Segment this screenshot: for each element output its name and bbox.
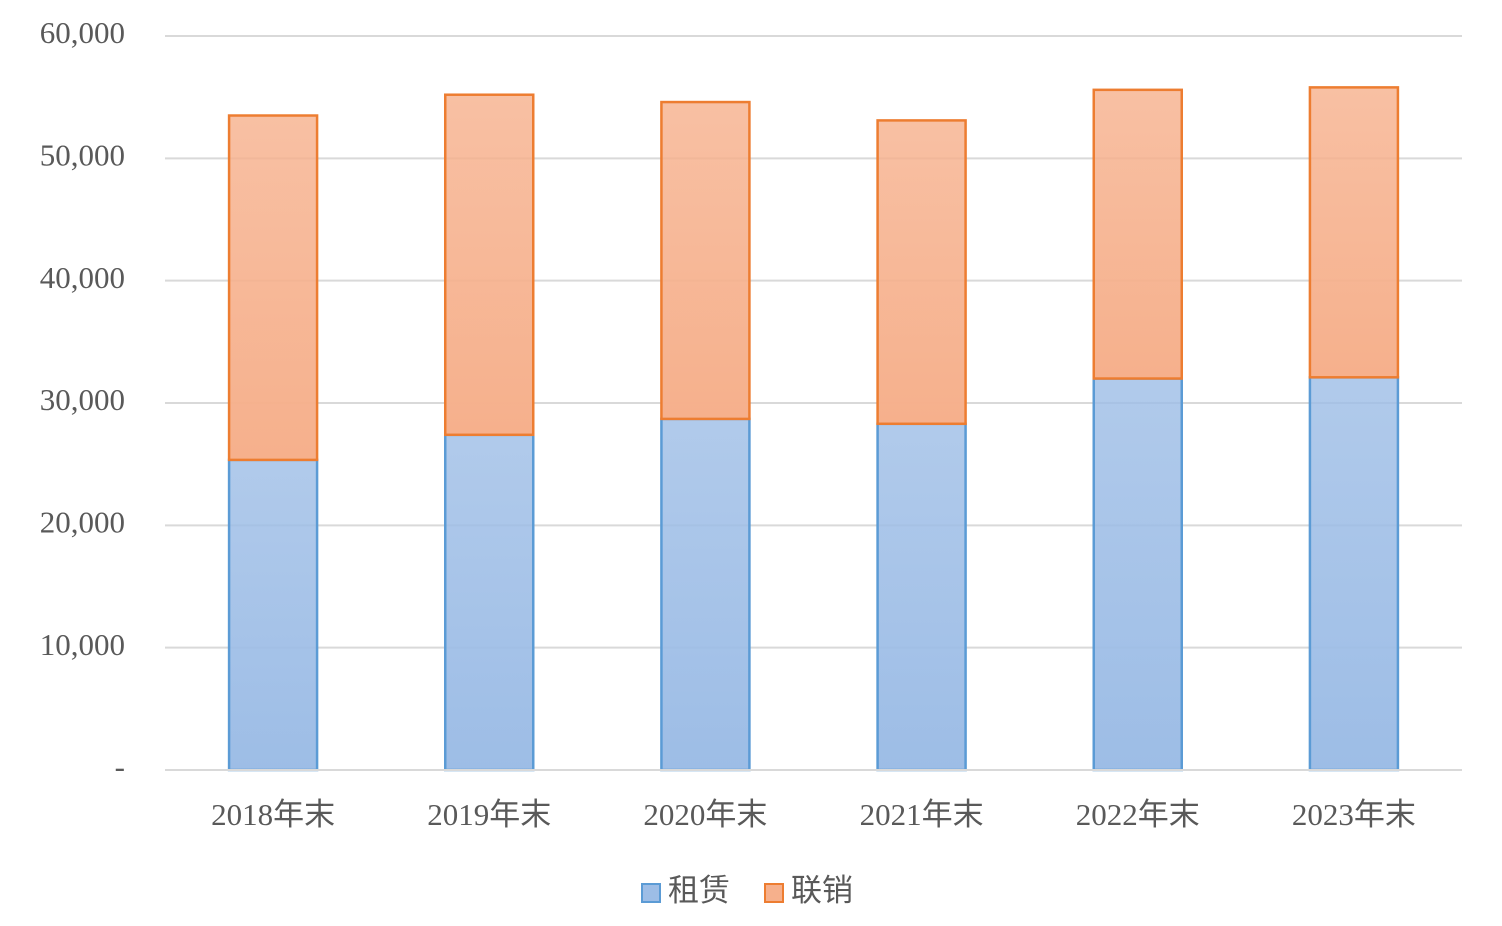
bar-segment: [444, 433, 535, 772]
y-tick-label: 60,000: [40, 15, 125, 50]
x-tick-label: 2018年末: [211, 797, 335, 832]
x-tick-label: 2021年末: [860, 797, 984, 832]
y-tick-label: 50,000: [40, 137, 125, 172]
x-tick-label: 2023年末: [1292, 797, 1416, 832]
legend-swatch: [764, 883, 784, 903]
bar-segment: [660, 100, 751, 421]
legend-label: 租赁: [668, 873, 730, 908]
bar-segment: [1092, 377, 1183, 772]
legend-label: 联销: [791, 873, 853, 908]
x-tick-label: 2020年末: [643, 797, 767, 832]
y-tick-label: 30,000: [40, 382, 125, 417]
x-tick-label: 2022年末: [1076, 797, 1200, 832]
x-tick-label: 2019年末: [427, 797, 551, 832]
y-tick-label: 10,000: [40, 627, 125, 662]
bar-segment: [660, 417, 751, 772]
bar-segment: [444, 93, 535, 437]
y-tick-label: 20,000: [40, 504, 125, 539]
bar-segment: [1308, 86, 1400, 379]
bar-segment: [1092, 88, 1183, 380]
y-tick-label: -: [115, 749, 125, 784]
bar-segment: [876, 422, 967, 772]
bar-segment: [876, 119, 967, 426]
legend-swatch: [641, 883, 661, 903]
bar-segment: [227, 458, 319, 772]
y-tick-label: 40,000: [40, 260, 125, 295]
bar-segment: [1308, 376, 1400, 772]
bar-segment: [227, 114, 319, 462]
